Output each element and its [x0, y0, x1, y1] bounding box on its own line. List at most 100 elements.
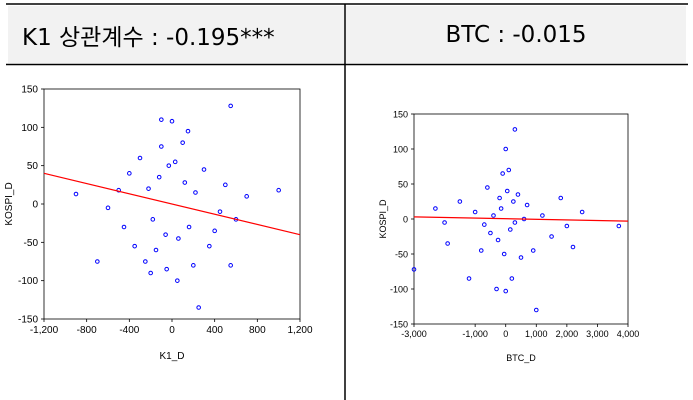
data-point — [223, 182, 228, 188]
data-point — [169, 118, 175, 124]
data-point — [121, 224, 127, 230]
y-tick-label: -50 — [395, 250, 408, 260]
data-point — [175, 278, 180, 283]
data-point — [73, 191, 79, 197]
data-point — [228, 103, 233, 109]
x-tick-label: 4,000 — [617, 329, 640, 339]
header-left: K1 상관계수 : -0.195*** — [8, 6, 344, 63]
data-point — [466, 276, 472, 281]
y-tick-label: 100 — [393, 145, 408, 155]
data-point — [137, 155, 143, 161]
data-point — [501, 251, 507, 257]
data-point — [150, 217, 156, 222]
data-point — [508, 227, 513, 232]
x-tick-label: 800 — [249, 325, 266, 336]
data-point — [105, 205, 111, 211]
data-point — [143, 259, 148, 264]
x-tick-label: 2,000 — [556, 329, 579, 339]
data-point — [433, 206, 438, 211]
data-point — [159, 117, 164, 122]
data-point — [185, 128, 191, 134]
y-tick-label: -100 — [18, 276, 38, 287]
x-tick-label: -1,000 — [462, 329, 488, 339]
regression-line — [413, 216, 629, 222]
data-point — [533, 307, 539, 313]
y-tick-label: 100 — [21, 123, 38, 134]
data-point — [503, 288, 509, 294]
data-point — [196, 305, 201, 310]
data-point — [193, 190, 198, 195]
data-point — [472, 209, 478, 215]
data-point — [201, 167, 207, 172]
y-tick-label: 150 — [393, 110, 408, 120]
y-tick-label: -100 — [390, 285, 408, 295]
data-point — [509, 276, 515, 281]
data-point — [498, 206, 504, 211]
data-point — [549, 234, 554, 239]
data-point — [442, 220, 447, 225]
data-point — [515, 192, 521, 197]
data-point — [503, 146, 509, 152]
data-point — [212, 228, 217, 234]
y-axis-label: KOSPI_D — [4, 182, 15, 225]
x-axis-label: BTC_D — [506, 353, 536, 363]
x-tick-label: -3,000 — [401, 329, 427, 339]
data-point — [146, 186, 151, 191]
x-tick-label: 0 — [503, 329, 508, 339]
data-point — [616, 223, 622, 229]
data-point — [500, 171, 505, 176]
data-point — [411, 267, 417, 272]
data-point — [504, 188, 510, 194]
data-point — [540, 213, 545, 218]
y-tick-label: 0 — [403, 215, 408, 225]
data-point — [457, 199, 463, 204]
scatter-chart-btc: 150 100 50 0 -50 -100 -150-3,000 -1,000 0 1,000 2,… — [378, 110, 640, 364]
data-point — [244, 194, 249, 199]
data-point — [564, 223, 570, 229]
data-point — [488, 230, 493, 236]
y-tick-label: -150 — [390, 320, 408, 330]
regression-line — [43, 172, 301, 236]
data-point — [530, 248, 536, 253]
data-point — [159, 144, 164, 149]
data-point — [186, 224, 192, 230]
data-point — [512, 220, 518, 225]
data-point — [506, 167, 512, 173]
data-point — [485, 185, 490, 190]
data-point — [512, 127, 518, 132]
data-point — [482, 222, 487, 227]
y-tick-label: -150 — [18, 315, 38, 326]
x-tick-label: 0 — [169, 325, 175, 336]
data-point — [491, 213, 496, 218]
data-point — [494, 286, 499, 292]
data-point — [524, 202, 530, 208]
x-tick-label: 1,200 — [287, 325, 312, 336]
x-tick-label: 1,000 — [525, 329, 548, 339]
data-point — [570, 244, 576, 250]
data-point — [148, 270, 153, 276]
data-point — [163, 232, 168, 237]
data-point — [518, 255, 524, 260]
data-point — [166, 163, 172, 168]
data-point — [180, 140, 185, 145]
header-right: BTC : -0.015 — [346, 6, 686, 63]
data-point — [156, 174, 162, 180]
x-tick-label: 3,000 — [586, 329, 609, 339]
y-tick-label: 50 — [398, 180, 408, 190]
y-tick-label: -50 — [24, 238, 39, 249]
data-point — [276, 187, 281, 193]
data-point — [207, 243, 212, 249]
data-point — [558, 195, 564, 201]
data-point — [95, 259, 100, 264]
data-point — [228, 263, 233, 268]
data-point — [176, 236, 181, 241]
x-axis-label: K1_D — [159, 351, 184, 362]
data-point — [495, 237, 501, 243]
x-tick-label: -1,200 — [30, 325, 59, 336]
data-point — [132, 243, 137, 249]
data-point — [497, 195, 502, 201]
x-tick-label: 400 — [206, 325, 223, 336]
data-point — [153, 247, 159, 253]
data-point — [127, 171, 132, 176]
